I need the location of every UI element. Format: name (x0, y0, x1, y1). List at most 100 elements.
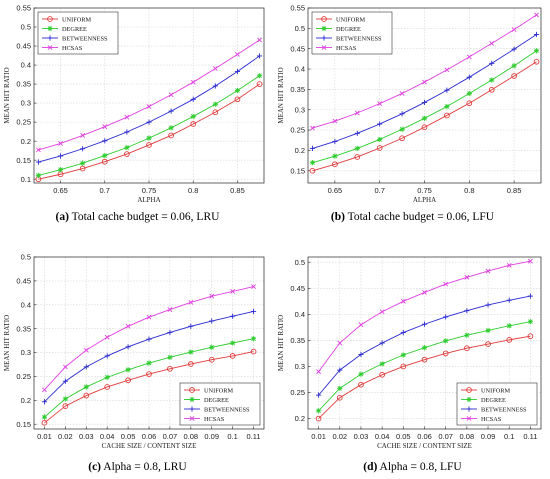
point-d-hcsas-3 (379, 309, 385, 315)
point-c-betweenness-7 (188, 323, 194, 329)
x-tick-label-c-7: 0.08 (184, 432, 199, 441)
point-a-hcsas-7 (190, 79, 196, 85)
legend-label-b-hcsas: HCSAS (336, 45, 357, 52)
point-a-degree-6 (168, 125, 174, 131)
point-b-hcsas-5 (422, 79, 427, 85)
y-tick-label-d-6: 0.5 (295, 258, 305, 267)
point-a-degree-4 (124, 145, 130, 151)
point-b-hcsas-4 (399, 91, 405, 96)
y-tick-label-d-5: 0.45 (290, 284, 305, 293)
caption-b-text: Total cache budget = 0.06, LFU (347, 211, 495, 223)
point-a-hcsas-4 (124, 114, 130, 120)
point-b-hcsas-0 (310, 125, 315, 131)
x-tick-label-c-1: 0.02 (58, 432, 73, 441)
y-tick-label-a-8: 0.5 (21, 23, 31, 32)
point-b-degree-8 (489, 77, 495, 83)
point-d-betweenness-2 (358, 351, 364, 358)
point-d-degree-2 (358, 371, 364, 377)
point-c-degree-0 (41, 414, 48, 420)
point-d-betweenness-4 (400, 329, 406, 336)
x-tick-label-c-2: 0.03 (79, 432, 94, 441)
point-a-uniform-2 (79, 165, 86, 172)
legend-marker-a-degree (47, 25, 53, 32)
point-a-betweenness-8 (212, 83, 218, 89)
x-tick-label-b-3: 0.8 (464, 186, 474, 195)
point-c-hcsas-9 (230, 289, 236, 294)
point-d-hcsas-9 (506, 262, 512, 268)
point-b-betweenness-0 (309, 145, 316, 152)
legend-marker-b-uniform (321, 16, 327, 22)
y-tick-label-a-7: 0.45 (16, 42, 31, 51)
y-axis-label-c: MEAN HIT RATIO (3, 315, 11, 371)
point-d-uniform-2 (358, 381, 364, 388)
legend-label-d-uniform: UNIFORM (481, 387, 510, 394)
point-a-uniform-3 (101, 158, 108, 165)
legend-marker-d-uniform (466, 387, 472, 393)
point-d-degree-5 (421, 345, 428, 351)
point-b-hcsas-9 (511, 27, 517, 32)
point-b-hcsas-6 (444, 67, 450, 73)
legend-label-a-degree: DEGREE (62, 26, 87, 33)
point-b-uniform-7 (466, 100, 473, 107)
y-tick-label-d-3: 0.35 (290, 336, 305, 345)
x-tick-label-d-6: 0.07 (438, 432, 453, 441)
legend-marker-d-betweenness (466, 406, 472, 412)
series-line-d-uniform (318, 335, 531, 419)
point-c-degree-9 (230, 340, 236, 346)
point-d-betweenness-7 (464, 308, 470, 314)
legend-marker-c-degree (189, 396, 195, 403)
point-a-uniform-7 (190, 121, 197, 127)
y-axis-label-a: MEAN HIT RATIO (3, 67, 11, 123)
x-tick-label-d-5: 0.06 (417, 432, 432, 441)
point-d-hcsas-6 (443, 281, 449, 287)
point-a-degree-10 (256, 73, 263, 79)
point-c-degree-4 (125, 367, 131, 373)
point-d-betweenness-1 (337, 367, 343, 373)
point-d-hcsas-5 (422, 290, 427, 295)
point-a-betweenness-1 (57, 153, 64, 159)
legend-label-c-uniform: UNIFORM (204, 387, 233, 394)
point-c-hcsas-0 (42, 387, 47, 393)
y-tick-label-a-0: 0.1 (21, 175, 31, 184)
legend-label-b-betweenness: BETWEENNESS (336, 35, 382, 42)
point-c-degree-6 (167, 354, 173, 360)
point-a-betweenness-4 (124, 129, 130, 135)
point-a-betweenness-5 (146, 119, 152, 125)
y-tick-label-d-0: 0.2 (295, 414, 305, 423)
point-a-betweenness-9 (234, 68, 241, 75)
point-c-hcsas-8 (209, 293, 215, 299)
x-tick-label-d-7: 0.08 (460, 432, 475, 441)
chart-b: 0.65 0.7 0.75 0.8 0.85 0.15 0.2 0.25 0.3 0.35 0.4 0… (277, 4, 542, 204)
point-d-degree-0 (315, 408, 322, 414)
point-d-degree-3 (379, 361, 385, 367)
legend-label-b-uniform: UNIFORM (336, 16, 365, 23)
point-b-betweenness-1 (332, 138, 338, 145)
point-b-betweenness-7 (466, 74, 472, 80)
y-tick-label-a-2: 0.2 (21, 137, 31, 146)
point-c-degree-5 (146, 360, 152, 366)
x-axis-label-d: CACHE SIZE / CONTENT SIZE (377, 442, 472, 450)
point-d-hcsas-10 (528, 258, 533, 264)
point-c-betweenness-9 (230, 313, 236, 319)
point-b-hcsas-3 (377, 101, 383, 107)
legend-marker-a-uniform (47, 16, 53, 22)
point-b-degree-4 (399, 126, 405, 132)
x-tick-label-d-10: 0.11 (523, 432, 537, 441)
point-d-betweenness-0 (315, 392, 322, 398)
point-b-uniform-3 (376, 145, 383, 151)
legend-label-c-hcsas: HCSAS (204, 416, 225, 423)
point-d-uniform-10 (527, 333, 534, 340)
point-d-betweenness-5 (421, 321, 428, 327)
point-a-betweenness-3 (102, 138, 108, 144)
y-axis-label-b: MEAN HIT RATIO (277, 67, 285, 123)
x-tick-label-d-9: 0.1 (504, 432, 514, 441)
point-c-hcsas-5 (146, 314, 152, 320)
y-tick-label-b-4: 0.35 (290, 85, 305, 94)
point-c-hcsas-2 (83, 347, 89, 353)
y-tick-label-a-5: 0.35 (16, 80, 31, 89)
point-d-uniform-1 (336, 394, 343, 401)
point-c-betweenness-3 (104, 353, 110, 359)
point-d-degree-1 (337, 385, 343, 391)
y-tick-label-b-5: 0.4 (295, 65, 305, 74)
legend-c: UNIFORM DEGREE BETWEENNESS HCSAS (179, 382, 261, 426)
